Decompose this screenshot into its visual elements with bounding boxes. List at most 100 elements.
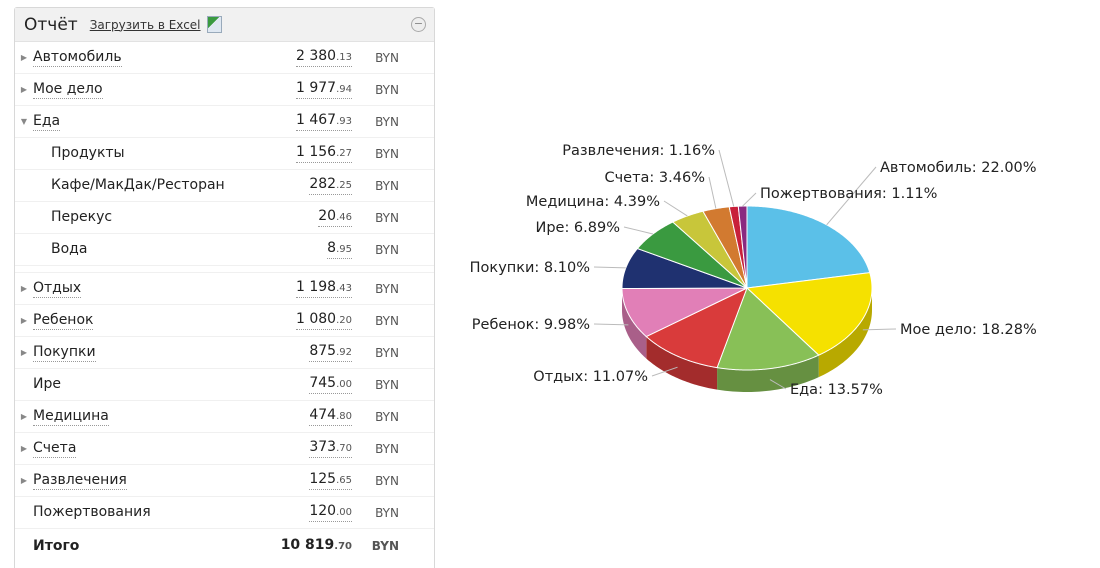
slice-label: Счета: 3.46% (604, 170, 705, 186)
category-label[interactable]: Вода (51, 241, 88, 257)
collapsed-triangle-icon[interactable]: ▶ (20, 476, 28, 485)
excel-file-icon[interactable] (206, 16, 222, 33)
amount[interactable]: 1 198.43 (296, 279, 352, 298)
amount[interactable]: 745.00 (309, 375, 352, 394)
amount-dec: .94 (336, 84, 352, 95)
amount[interactable]: 1 977.94 (296, 80, 352, 99)
collapsed-triangle-icon[interactable]: ▶ (20, 348, 28, 357)
table-row[interactable]: ▶ Автомобиль 2 380.13 BYN (15, 42, 434, 74)
amount-int: 20 (318, 208, 337, 224)
category-label[interactable]: Перекус (51, 209, 113, 225)
table-row[interactable]: ▶ Ребенок 1 080.20 BYN (15, 305, 434, 337)
amount[interactable]: 1 467.93 (296, 112, 352, 131)
amount-dec: .27 (336, 148, 352, 159)
amount[interactable]: 120.00 (309, 503, 352, 522)
pie-slice[interactable] (645, 287, 748, 369)
amount-dec: .65 (336, 475, 352, 486)
amount[interactable]: 875.92 (309, 343, 352, 362)
amount[interactable]: 8.95 (327, 240, 352, 259)
table-row[interactable]: ▶ Мое дело 1 977.94 BYN (15, 74, 434, 106)
currency: BYN (375, 409, 399, 424)
category-label[interactable]: Автомобиль (33, 48, 122, 67)
amount-int: 120 (309, 503, 337, 519)
amount-dec: .93 (336, 116, 352, 127)
collapse-icon[interactable]: − (411, 17, 426, 32)
amount[interactable]: 2 380.13 (296, 48, 352, 67)
label-connector (742, 192, 757, 207)
category-label[interactable]: Мое дело (33, 80, 103, 99)
label-connector (708, 176, 717, 209)
collapsed-triangle-icon[interactable]: ▶ (20, 412, 28, 421)
report-header: Отчёт Загрузить в Excel − (15, 8, 434, 42)
currency: BYN (375, 178, 399, 193)
amount[interactable]: 125.65 (309, 471, 352, 490)
category-label: Итого (33, 537, 80, 554)
category-label[interactable]: Развлечения (33, 471, 127, 490)
currency: BYN (375, 146, 399, 161)
amount[interactable]: 373.70 (309, 439, 352, 458)
currency: BYN (375, 473, 399, 488)
collapsed-triangle-icon[interactable]: ▶ (20, 284, 28, 293)
collapsed-triangle-icon[interactable]: ▶ (20, 85, 28, 94)
table-row: Ире 745.00 BYN (15, 369, 434, 401)
pie-slice[interactable] (716, 287, 820, 371)
collapsed-triangle-icon[interactable]: ▶ (20, 316, 28, 325)
category-label[interactable]: Счета (33, 439, 77, 458)
slice-label: Отдых: 11.07% (533, 369, 648, 385)
pie-slice[interactable] (702, 206, 748, 289)
collapsed-triangle-icon[interactable]: ▶ (20, 444, 28, 453)
pie-slice[interactable] (621, 287, 748, 338)
divider (15, 266, 434, 273)
currency: BYN (375, 441, 399, 456)
amount-int: 1 080 (296, 311, 337, 327)
category-label[interactable]: Продукты (51, 145, 125, 161)
currency: BYN (375, 505, 399, 520)
report-title: Отчёт (24, 14, 78, 35)
category-label[interactable]: Покупки (33, 343, 96, 362)
category-label[interactable]: Ребенок (33, 311, 94, 330)
pie-slice[interactable] (745, 272, 873, 356)
slice-label: Еда: 13.57% (790, 382, 883, 398)
label-connector (593, 323, 629, 326)
amount[interactable]: 20.46 (318, 208, 352, 227)
amount-int: 474 (309, 407, 337, 423)
collapsed-triangle-icon[interactable]: ▶ (20, 53, 28, 62)
currency: BYN (375, 114, 399, 129)
amount[interactable]: 282.25 (309, 176, 352, 195)
label-connector (862, 328, 897, 331)
pie-slice[interactable] (621, 247, 748, 290)
label-connector (663, 200, 688, 217)
category-label[interactable]: Ире (33, 376, 61, 392)
expanded-triangle-icon[interactable]: ▼ (20, 117, 28, 126)
slice-label: Автомобиль: 22.00% (880, 160, 1037, 176)
category-label[interactable]: Отдых (33, 279, 82, 298)
report-panel: Отчёт Загрузить в Excel − ▶ Автомобиль 2… (14, 7, 435, 568)
category-label[interactable]: Медицина (33, 407, 109, 426)
amount[interactable]: 1 080.20 (296, 311, 352, 330)
table-row[interactable]: ▶ Медицина 474.80 BYN (15, 401, 434, 433)
category-label[interactable]: Еда (33, 112, 61, 131)
slice-label: Ребенок: 9.98% (472, 317, 590, 333)
amount[interactable]: 474.80 (309, 407, 352, 426)
table-row: Кафе/МакДак/Ресторан 282.25 BYN (15, 170, 434, 202)
table-row[interactable]: ▶ Покупки 875.92 BYN (15, 337, 434, 369)
slice-label: Покупки: 8.10% (470, 260, 590, 276)
category-label[interactable]: Кафе/МакДак/Ресторан (51, 177, 225, 193)
pie-slice[interactable] (671, 210, 748, 289)
slice-label: Ире: 6.89% (535, 220, 620, 236)
amount-int: 8 (327, 240, 337, 256)
category-label[interactable]: Пожертвования (33, 504, 151, 520)
table-row[interactable]: ▶ Счета 373.70 BYN (15, 433, 434, 465)
amount-int: 745 (309, 375, 337, 391)
amount-dec: .95 (336, 244, 352, 255)
label-connector (718, 149, 735, 207)
pie-slice[interactable] (636, 221, 748, 289)
export-excel-link[interactable]: Загрузить в Excel (89, 17, 201, 32)
table-row[interactable]: ▶ Развлечения 125.65 BYN (15, 465, 434, 497)
amount-dec: .80 (336, 411, 352, 422)
currency: BYN (375, 242, 399, 257)
amount[interactable]: 1 156.27 (296, 144, 352, 163)
table-row[interactable]: ▶ Отдых 1 198.43 BYN (15, 273, 434, 305)
amount-dec: .20 (336, 315, 352, 326)
table-row[interactable]: ▼ Еда 1 467.93 BYN (15, 106, 434, 138)
